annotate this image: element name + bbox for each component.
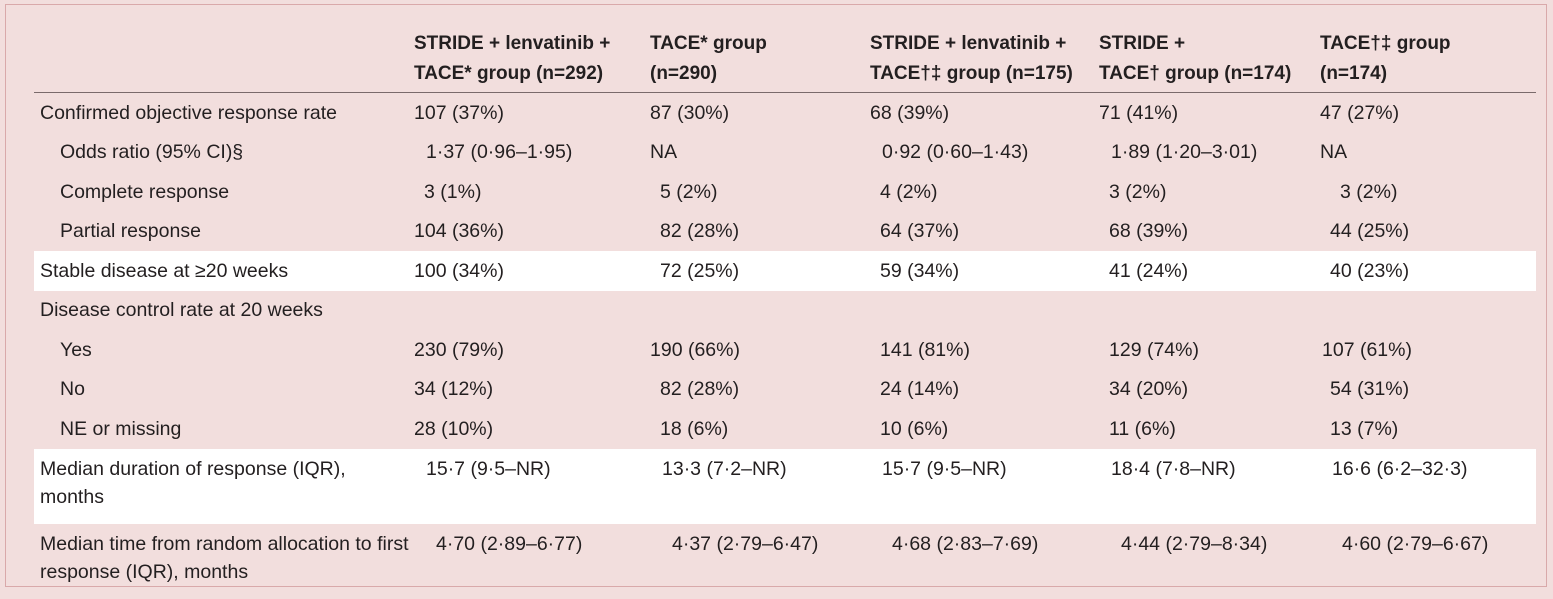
header-row: STRIDE + lenvatinib + TACE* group (n=292… (34, 29, 1536, 93)
cell: 4·68 (2·83–7·69) (892, 532, 1039, 555)
cell: 82 (28%) (660, 220, 740, 243)
header-tace: TACE* group (n=290) (650, 29, 870, 93)
cell: 28 (10%) (414, 417, 494, 440)
cell: NA (650, 141, 678, 164)
cell: 11 (6%) (1109, 417, 1176, 440)
cell: 15·7 (9·5–NR) (870, 448, 1099, 524)
cell: 10 (6%) (880, 417, 949, 440)
table-row: Median time from random allocation to fi… (34, 524, 1536, 599)
cell: 4·60 (2·79–6·67) (1342, 532, 1489, 555)
cell: 18·4 (7·8–NR) (1099, 448, 1320, 524)
cell: 24 (14%) (880, 378, 960, 401)
cell: 47 (27%) (1320, 101, 1400, 124)
cell: 16·6 (6·2–32·3) (1320, 448, 1536, 524)
row-label: Median time from random allocation to fi… (40, 532, 409, 583)
cell: 54 (31%) (1330, 378, 1410, 401)
row-label: Complete response (60, 180, 230, 203)
cell: 41 (24%) (1099, 251, 1320, 291)
header-empty (34, 29, 414, 93)
cell (650, 291, 870, 331)
cell: 107 (37%) (414, 101, 504, 124)
cell: 40 (23%) (1320, 251, 1536, 291)
row-label: Disease control rate at 20 weeks (40, 299, 323, 322)
row-label: Median duration of response (IQR), month… (34, 448, 414, 524)
table-row: Stable disease at ≥20 weeks 100 (34%) 72… (34, 251, 1536, 291)
table-row: NE or missing 28 (10%) 18 (6%) 10 (6%) 1… (34, 409, 1536, 449)
cell: 5 (2%) (660, 180, 718, 203)
table-row: No 34 (12%) 82 (28%) 24 (14%) 34 (20%) 5… (34, 370, 1536, 410)
row-label: No (60, 378, 85, 401)
cell: 68 (39%) (870, 101, 950, 124)
cell: 87 (30%) (650, 101, 730, 124)
row-label: NE or missing (60, 417, 182, 440)
table-frame: STRIDE + lenvatinib + TACE* group (n=292… (5, 4, 1547, 587)
cell: 13 (7%) (1330, 417, 1399, 440)
row-label: Odds ratio (95% CI)§ (60, 141, 244, 164)
row-label: Partial response (60, 220, 201, 243)
table-row: Disease control rate at 20 weeks (34, 291, 1536, 331)
cell: 59 (34%) (870, 251, 1099, 291)
cell: 72 (25%) (650, 251, 870, 291)
cell: 4·70 (2·89–6·77) (436, 532, 583, 555)
table-row: Partial response 104 (36%) 82 (28%) 64 (… (34, 212, 1536, 252)
cell: 71 (41%) (1099, 101, 1179, 124)
cell: 64 (37%) (880, 220, 960, 243)
header-tace-2: TACE†‡ group (n=174) (1320, 29, 1536, 93)
cell (1099, 291, 1320, 331)
cell: 18 (6%) (660, 417, 729, 440)
cell: 1·37 (0·96–1·95) (426, 141, 573, 164)
table-row: Median duration of response (IQR), month… (34, 448, 1536, 524)
cell: 34 (20%) (1109, 378, 1189, 401)
cell: 3 (1%) (424, 180, 482, 203)
cell: 129 (74%) (1109, 338, 1199, 361)
cell: 68 (39%) (1109, 220, 1189, 243)
cell: 141 (81%) (880, 338, 970, 361)
header-stride-lenvatinib-tace-2: STRIDE + lenvatinib + TACE†‡ group (n=17… (870, 29, 1099, 93)
table-row: Yes 230 (79%) 190 (66%) 141 (81%) 129 (7… (34, 330, 1536, 370)
header-stride-tace: STRIDE + TACE† group (n=174) (1099, 29, 1320, 93)
header-stride-lenvatinib-tace: STRIDE + lenvatinib + TACE* group (n=292… (414, 29, 650, 93)
cell: 82 (28%) (660, 378, 740, 401)
cell: 1·89 (1·20–3·01) (1111, 141, 1258, 164)
cell: NA (1320, 141, 1348, 164)
cell: 13·3 (7·2–NR) (650, 448, 870, 524)
row-label: Yes (60, 338, 92, 361)
cell: 34 (12%) (414, 378, 494, 401)
cell: 104 (36%) (414, 220, 504, 243)
table-row: Odds ratio (95% CI)§ 1·37 (0·96–1·95) NA… (34, 133, 1536, 173)
cell: 15·7 (9·5–NR) (414, 448, 650, 524)
cell: 4·44 (2·79–8·34) (1121, 532, 1268, 555)
cell: 4 (2%) (880, 180, 938, 203)
cell: 100 (34%) (414, 251, 650, 291)
cell: 4·37 (2·79–6·47) (672, 532, 819, 555)
row-label: Confirmed objective response rate (40, 101, 337, 124)
row-label: Stable disease at ≥20 weeks (34, 251, 414, 291)
cell: 3 (2%) (1340, 180, 1398, 203)
table-row: Confirmed objective response rate 107 (3… (34, 93, 1536, 133)
table-row: Complete response 3 (1%) 5 (2%) 4 (2%) 3… (34, 172, 1536, 212)
cell: 230 (79%) (414, 338, 504, 361)
cell: 3 (2%) (1109, 180, 1167, 203)
cell: 44 (25%) (1330, 220, 1410, 243)
cell: 190 (66%) (650, 338, 740, 361)
cell: 107 (61%) (1322, 338, 1412, 361)
cell: 0·92 (0·60–1·43) (882, 141, 1029, 164)
cell (1320, 291, 1536, 331)
cell (870, 291, 1099, 331)
cell (414, 291, 650, 331)
results-table: STRIDE + lenvatinib + TACE* group (n=292… (34, 29, 1536, 599)
